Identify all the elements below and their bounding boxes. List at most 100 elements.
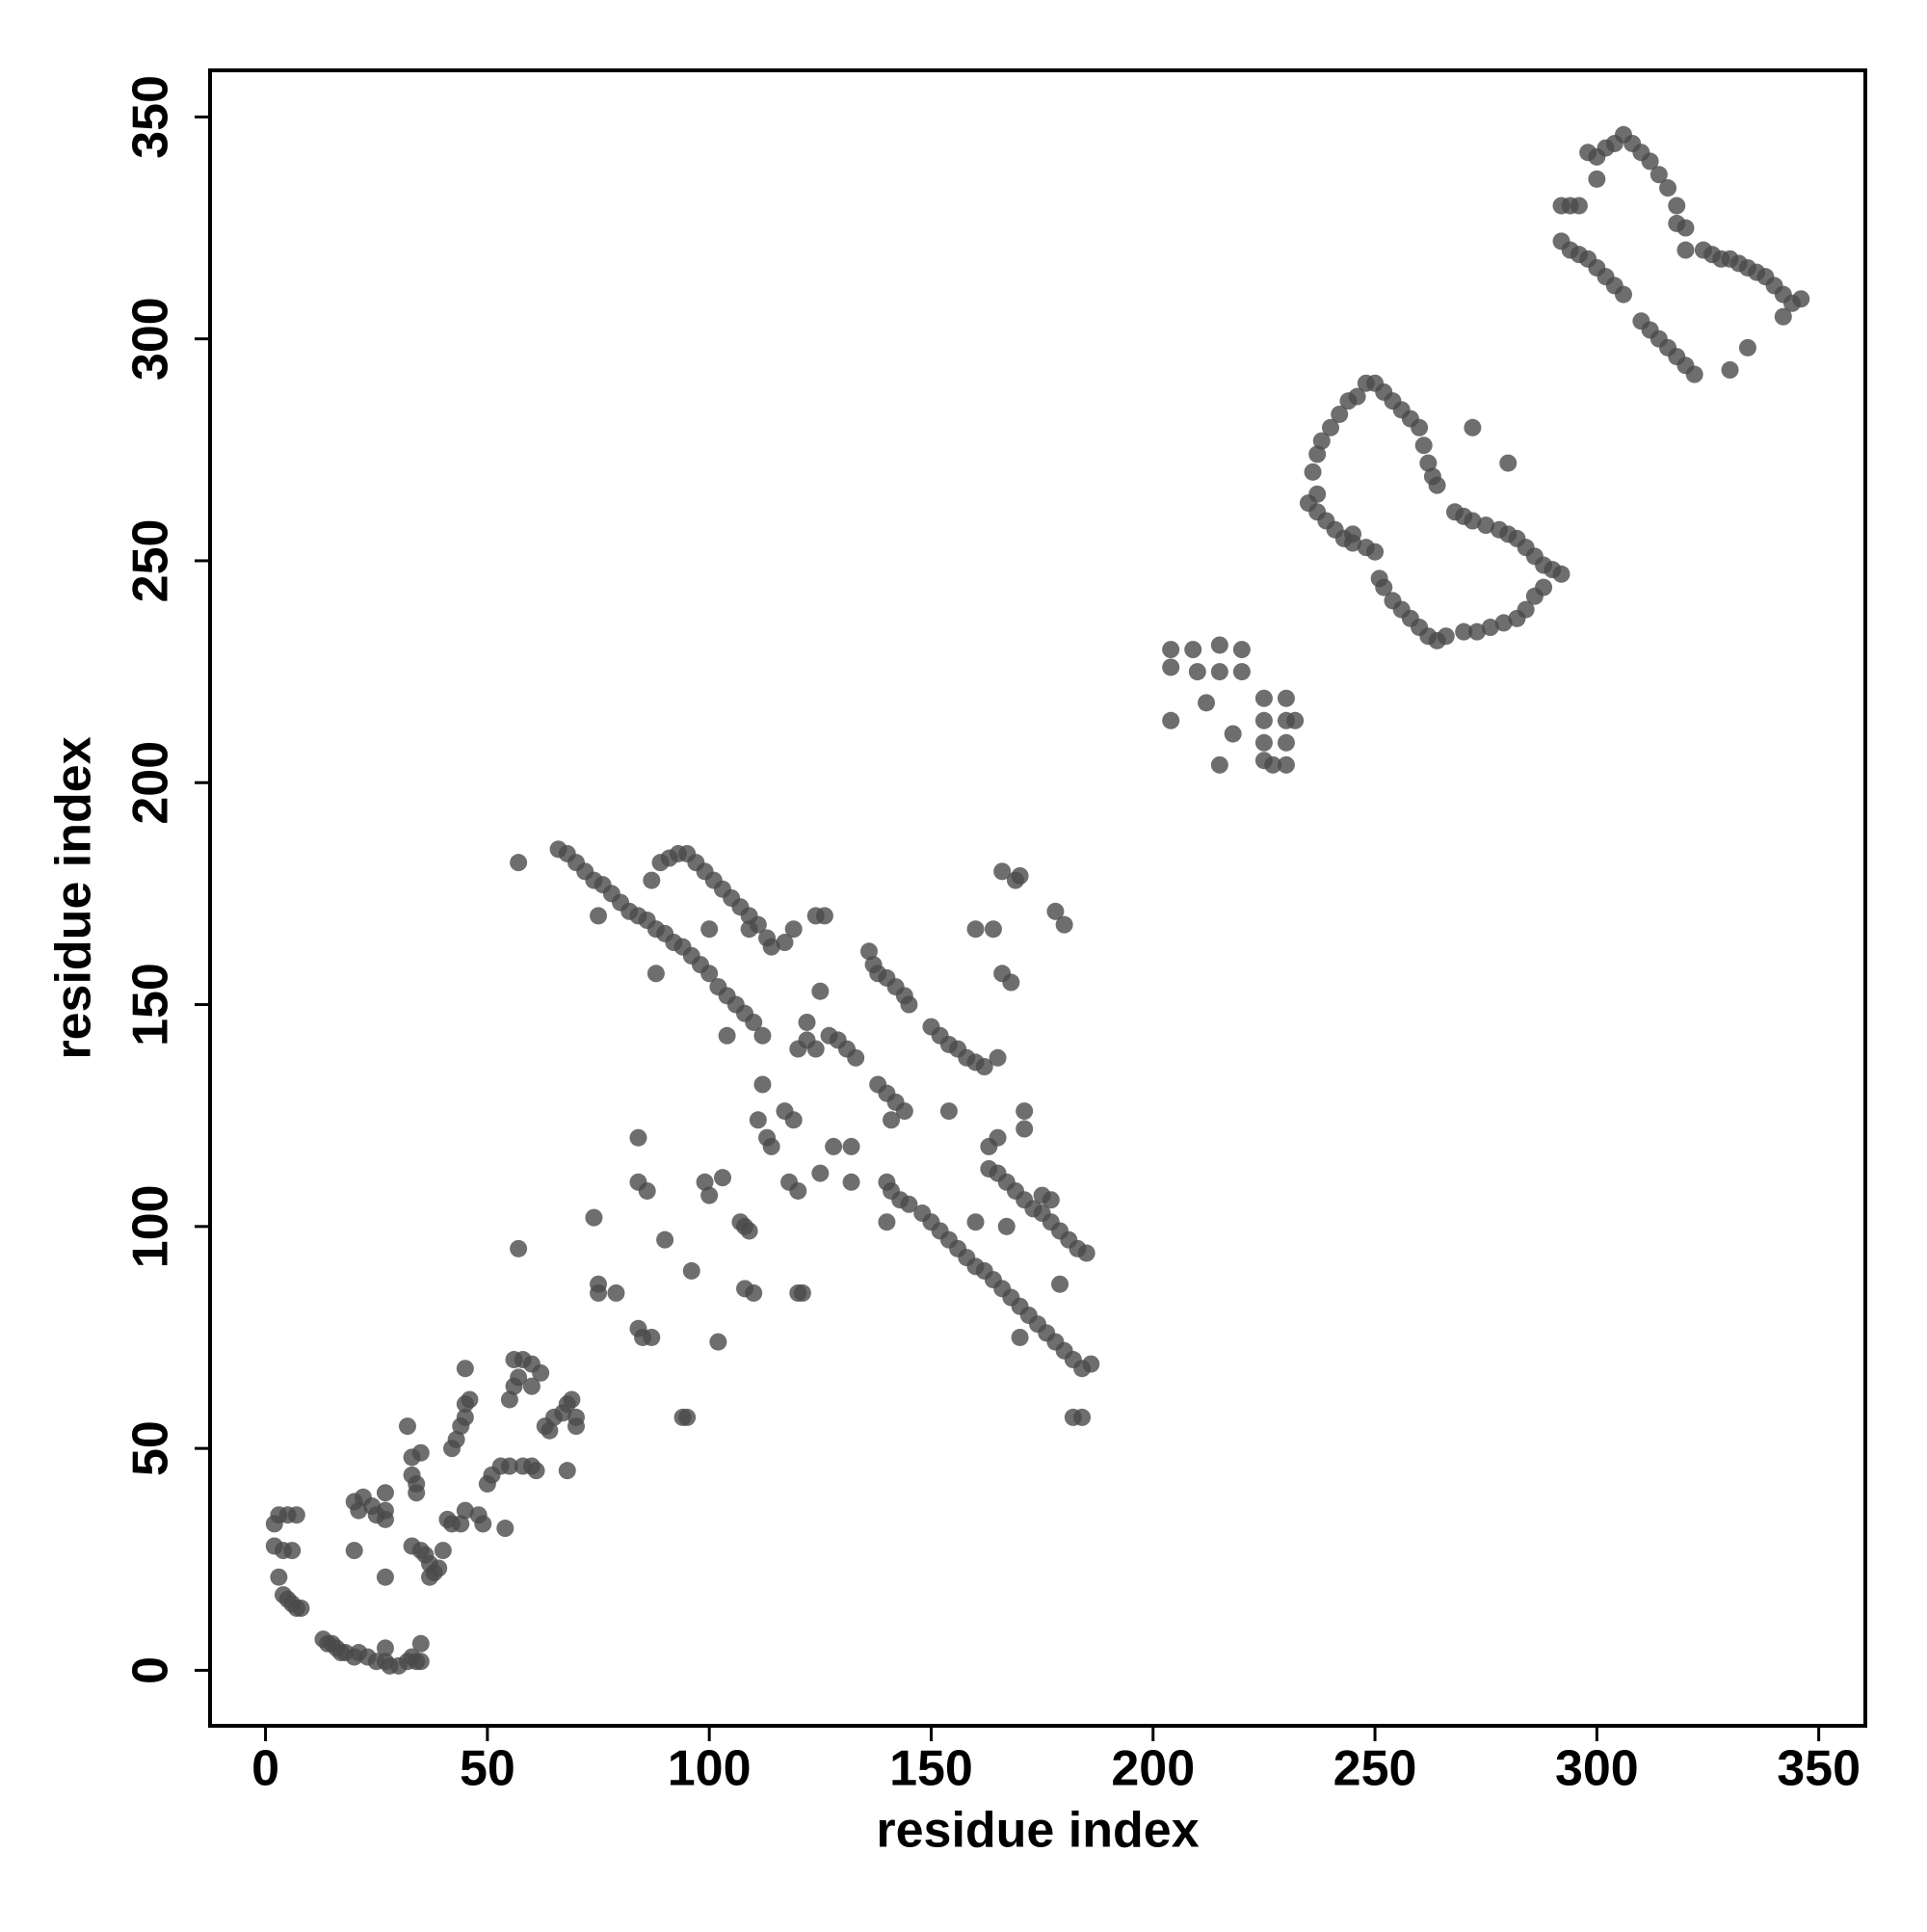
point bbox=[749, 1111, 767, 1129]
point bbox=[1384, 592, 1402, 610]
point bbox=[1467, 622, 1486, 641]
point bbox=[883, 1111, 901, 1129]
point bbox=[1414, 437, 1433, 455]
point bbox=[1685, 365, 1703, 384]
point bbox=[895, 1102, 913, 1121]
point bbox=[656, 1231, 674, 1249]
point bbox=[1464, 512, 1482, 530]
x-tick-label: 100 bbox=[668, 1741, 752, 1797]
point bbox=[1494, 614, 1513, 632]
point bbox=[590, 907, 608, 925]
point bbox=[1046, 902, 1065, 920]
point bbox=[900, 1195, 918, 1213]
point bbox=[434, 1542, 452, 1560]
point bbox=[1277, 755, 1295, 774]
point bbox=[403, 1648, 421, 1666]
point bbox=[1073, 1408, 1092, 1426]
point bbox=[700, 920, 719, 939]
point bbox=[1366, 543, 1385, 561]
point bbox=[1508, 609, 1526, 627]
point bbox=[1455, 622, 1473, 641]
point bbox=[745, 1013, 763, 1031]
point bbox=[376, 1484, 394, 1502]
point bbox=[456, 1501, 474, 1520]
point bbox=[403, 1466, 421, 1484]
point bbox=[789, 1181, 807, 1200]
point bbox=[1738, 338, 1756, 357]
point bbox=[345, 1542, 363, 1560]
point bbox=[1370, 569, 1388, 588]
point bbox=[411, 1634, 430, 1653]
y-tick-label: 150 bbox=[123, 963, 179, 1046]
point bbox=[510, 1368, 528, 1387]
point bbox=[607, 1284, 625, 1302]
point bbox=[1232, 641, 1251, 659]
point bbox=[505, 1351, 523, 1369]
point bbox=[1525, 587, 1544, 605]
point bbox=[753, 1075, 772, 1094]
x-tick-label: 0 bbox=[251, 1741, 279, 1797]
point bbox=[1344, 525, 1362, 543]
point bbox=[541, 1421, 559, 1440]
point bbox=[567, 1417, 585, 1436]
point bbox=[806, 1040, 825, 1058]
point bbox=[989, 1048, 1007, 1067]
point bbox=[842, 1173, 860, 1191]
point bbox=[1232, 663, 1251, 681]
point bbox=[1277, 733, 1295, 752]
point bbox=[452, 1515, 470, 1533]
point bbox=[984, 920, 1002, 939]
y-axis-label: residue index bbox=[46, 736, 102, 1059]
point bbox=[376, 1639, 394, 1657]
point bbox=[966, 1213, 985, 1231]
point bbox=[398, 1417, 416, 1436]
point bbox=[718, 1026, 736, 1045]
point bbox=[784, 1111, 803, 1129]
point bbox=[408, 1484, 426, 1502]
point bbox=[510, 854, 528, 872]
point bbox=[1011, 1328, 1029, 1346]
point bbox=[1570, 197, 1588, 215]
point bbox=[638, 1181, 656, 1200]
point bbox=[500, 1390, 518, 1409]
point bbox=[647, 965, 665, 983]
point bbox=[1428, 476, 1446, 494]
x-tick-label: 350 bbox=[1777, 1741, 1861, 1797]
point bbox=[789, 1040, 807, 1058]
point bbox=[1481, 619, 1499, 637]
point bbox=[1198, 694, 1216, 712]
point bbox=[1792, 290, 1810, 308]
point bbox=[1264, 755, 1282, 774]
point bbox=[1051, 1275, 1069, 1293]
y-tick-label: 250 bbox=[123, 519, 179, 603]
point bbox=[1082, 1355, 1100, 1373]
point bbox=[1464, 418, 1482, 437]
point bbox=[700, 965, 719, 983]
point bbox=[1011, 866, 1029, 885]
y-tick-label: 200 bbox=[123, 741, 179, 825]
point bbox=[1162, 658, 1180, 676]
point bbox=[376, 1501, 394, 1520]
x-tick-label: 50 bbox=[460, 1741, 515, 1797]
point bbox=[713, 1169, 731, 1187]
x-tick-label: 300 bbox=[1555, 1741, 1639, 1797]
point bbox=[461, 1390, 479, 1409]
point bbox=[993, 862, 1012, 881]
point bbox=[700, 1186, 719, 1204]
point bbox=[753, 1026, 772, 1045]
point bbox=[532, 1363, 550, 1382]
point bbox=[438, 1510, 457, 1528]
point bbox=[736, 1217, 754, 1235]
y-tick-label: 50 bbox=[123, 1420, 179, 1476]
point bbox=[1676, 241, 1695, 259]
point bbox=[1659, 179, 1677, 198]
point bbox=[447, 1430, 465, 1448]
point bbox=[1650, 166, 1668, 184]
point bbox=[376, 1568, 394, 1586]
point bbox=[1588, 170, 1606, 188]
point bbox=[643, 1328, 661, 1346]
point bbox=[859, 942, 878, 961]
point bbox=[1210, 663, 1228, 681]
point bbox=[590, 1284, 608, 1302]
